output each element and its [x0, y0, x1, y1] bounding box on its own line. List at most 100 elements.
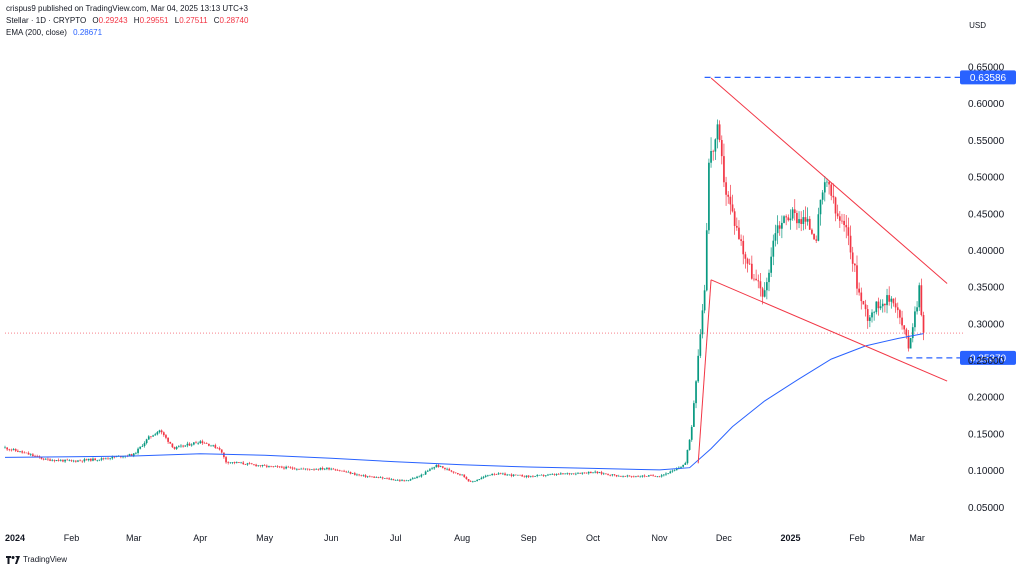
y-tick-label: 0.60000 [968, 99, 1005, 110]
candle-body [255, 464, 257, 466]
candle-body [641, 475, 644, 477]
candle-body [774, 233, 777, 241]
candle-body [291, 467, 294, 469]
candle-body [160, 430, 163, 433]
candle-body [873, 312, 876, 313]
candle-body [373, 476, 375, 478]
candle-body [630, 476, 633, 478]
candle-body [770, 256, 773, 273]
candle-body [40, 457, 43, 459]
candle-body [607, 474, 609, 475]
candle-body [680, 466, 682, 468]
candle-body [744, 254, 747, 259]
candle-body [265, 465, 268, 467]
candle-body [549, 474, 551, 476]
y-tick-label: 0.30000 [968, 319, 1005, 330]
candle-body [667, 473, 669, 475]
candle-body [396, 480, 399, 481]
candle-body [201, 441, 204, 444]
candle-body [304, 468, 307, 470]
candle-body [838, 216, 841, 221]
ema-legend[interactable]: EMA (200, close) 0.28671 [6, 28, 102, 38]
close-label: C [213, 16, 220, 25]
candle-body [347, 471, 350, 473]
published-line: crispus9 published on TradingView.com, M… [6, 4, 248, 14]
candle-body [300, 468, 303, 470]
candle-body [903, 325, 906, 330]
candle-body [115, 456, 118, 458]
candle-body [426, 470, 429, 472]
candle-body [315, 469, 318, 470]
symbol-text: Stellar · 1D · CRYPTO [6, 16, 87, 25]
candle-body [36, 456, 39, 457]
candle-body [787, 217, 790, 221]
candle-body [675, 468, 678, 471]
candle-body [624, 476, 627, 477]
candle-body [480, 477, 483, 480]
candle-body [823, 182, 826, 193]
candle-body [493, 473, 496, 475]
candle-body [847, 227, 850, 236]
candle-body [851, 252, 854, 264]
tradingview-logo[interactable]: TradingView [6, 555, 67, 564]
candle-body [502, 473, 504, 475]
candle-body [699, 334, 702, 356]
candle-body [205, 443, 208, 444]
x-tick-label: Feb [849, 533, 865, 543]
candle-body [162, 432, 165, 436]
candle-body [463, 474, 466, 478]
candle-body [53, 460, 56, 462]
candle-body [856, 265, 858, 289]
candle-body [813, 233, 815, 240]
candle-body [154, 434, 157, 436]
candle-body [109, 458, 112, 460]
high-value: 0.29551 [139, 16, 169, 25]
candle-body [566, 473, 569, 474]
y-tick-label: 0.45000 [968, 209, 1005, 220]
candle-body [416, 476, 418, 479]
candle-body [853, 263, 856, 266]
candle-body [59, 460, 62, 461]
trendline [710, 279, 948, 382]
candle-body [841, 220, 843, 222]
candle-body [871, 312, 873, 318]
candle-body [111, 456, 114, 459]
candle-body [662, 474, 665, 476]
candle-body [135, 452, 137, 454]
level-label: 0.63586 [970, 73, 1007, 84]
candle-body [562, 473, 564, 474]
ema-label: EMA (200, close) [6, 28, 67, 37]
candle-body [165, 435, 167, 438]
candle-body [17, 450, 19, 452]
candle-body [49, 459, 51, 461]
candle-body [781, 222, 783, 229]
candle-body [684, 463, 687, 465]
candle-body [459, 473, 461, 475]
candle-body [637, 476, 639, 478]
candle-body [74, 460, 77, 462]
candle-body [356, 474, 358, 476]
candle-body [772, 240, 775, 257]
candle-body [27, 452, 30, 455]
candle-body [437, 465, 440, 467]
candle-body [439, 466, 442, 467]
candle-body [757, 280, 760, 282]
candle-body [77, 460, 79, 462]
candle-body [197, 443, 200, 444]
candle-body [890, 298, 893, 302]
candle-body [399, 480, 401, 481]
candle-body [858, 288, 860, 293]
candle-body [319, 467, 322, 470]
candle-body [538, 474, 541, 476]
candle-body [139, 446, 142, 449]
close-value: 0.28740 [219, 16, 249, 25]
candle-body [332, 468, 335, 470]
x-tick-label: 2025 [780, 533, 800, 543]
candle-body [433, 467, 436, 469]
candle-body [81, 460, 84, 462]
candle-body [418, 476, 421, 478]
candle-body [499, 473, 502, 474]
candle-body [323, 468, 326, 470]
